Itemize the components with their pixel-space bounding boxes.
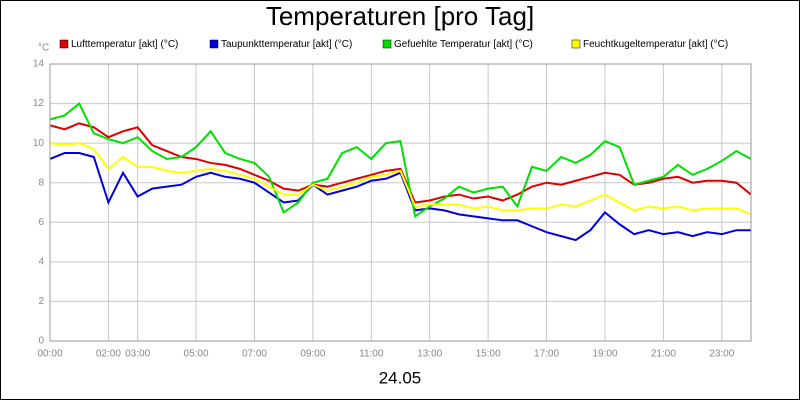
chart-title: Temperaturen [pro Tag] bbox=[266, 1, 534, 31]
x-tick-label: 05:00 bbox=[184, 349, 209, 360]
series-line bbox=[49, 102, 752, 219]
y-tick-label: 4 bbox=[38, 256, 44, 267]
y-tick-label: 0 bbox=[38, 336, 44, 347]
x-tick-label: 07:00 bbox=[242, 349, 267, 360]
x-tick-label: 02:00 bbox=[96, 349, 121, 360]
x-tick-label: 09:00 bbox=[300, 349, 325, 360]
y-tick-label: 8 bbox=[38, 177, 44, 188]
y-tick-label: 10 bbox=[33, 138, 45, 149]
x-tick-label: 23:00 bbox=[709, 349, 734, 360]
legend-label: Gefuehlte Temperatur [akt] (°C) bbox=[394, 39, 533, 50]
x-tick-label: 11:00 bbox=[359, 349, 384, 360]
x-tick-label: 17:00 bbox=[534, 349, 559, 360]
plot-area bbox=[49, 63, 752, 342]
x-tick-label: 21:00 bbox=[651, 349, 676, 360]
legend-swatch bbox=[209, 39, 219, 49]
y-tick-label: 12 bbox=[33, 98, 45, 109]
legend-label: Lufttemperatur [akt] (°C) bbox=[71, 39, 178, 50]
series-line bbox=[49, 142, 752, 216]
x-tick-label: 13:00 bbox=[417, 349, 442, 360]
legend-swatch bbox=[382, 39, 392, 49]
legend-label: Taupunkttemperatur [akt] (°C) bbox=[221, 39, 352, 50]
plot-border bbox=[49, 63, 752, 342]
y-tick-label: 6 bbox=[38, 217, 44, 228]
legend-swatch bbox=[571, 39, 581, 49]
x-tick-label: 00:00 bbox=[37, 349, 62, 360]
legend-swatch bbox=[59, 39, 69, 49]
x-tick-label: 15:00 bbox=[476, 349, 501, 360]
y-tick-label: 14 bbox=[33, 59, 45, 70]
x-tick-label: 19:00 bbox=[592, 349, 617, 360]
legend-label: Feuchtkugeltemperatur [akt] (°C) bbox=[583, 39, 728, 50]
x-axis-label: 24.05 bbox=[379, 368, 422, 387]
y-tick-label: 2 bbox=[38, 296, 44, 307]
y-unit: °C bbox=[38, 43, 49, 54]
x-tick-label: 03:00 bbox=[125, 349, 150, 360]
